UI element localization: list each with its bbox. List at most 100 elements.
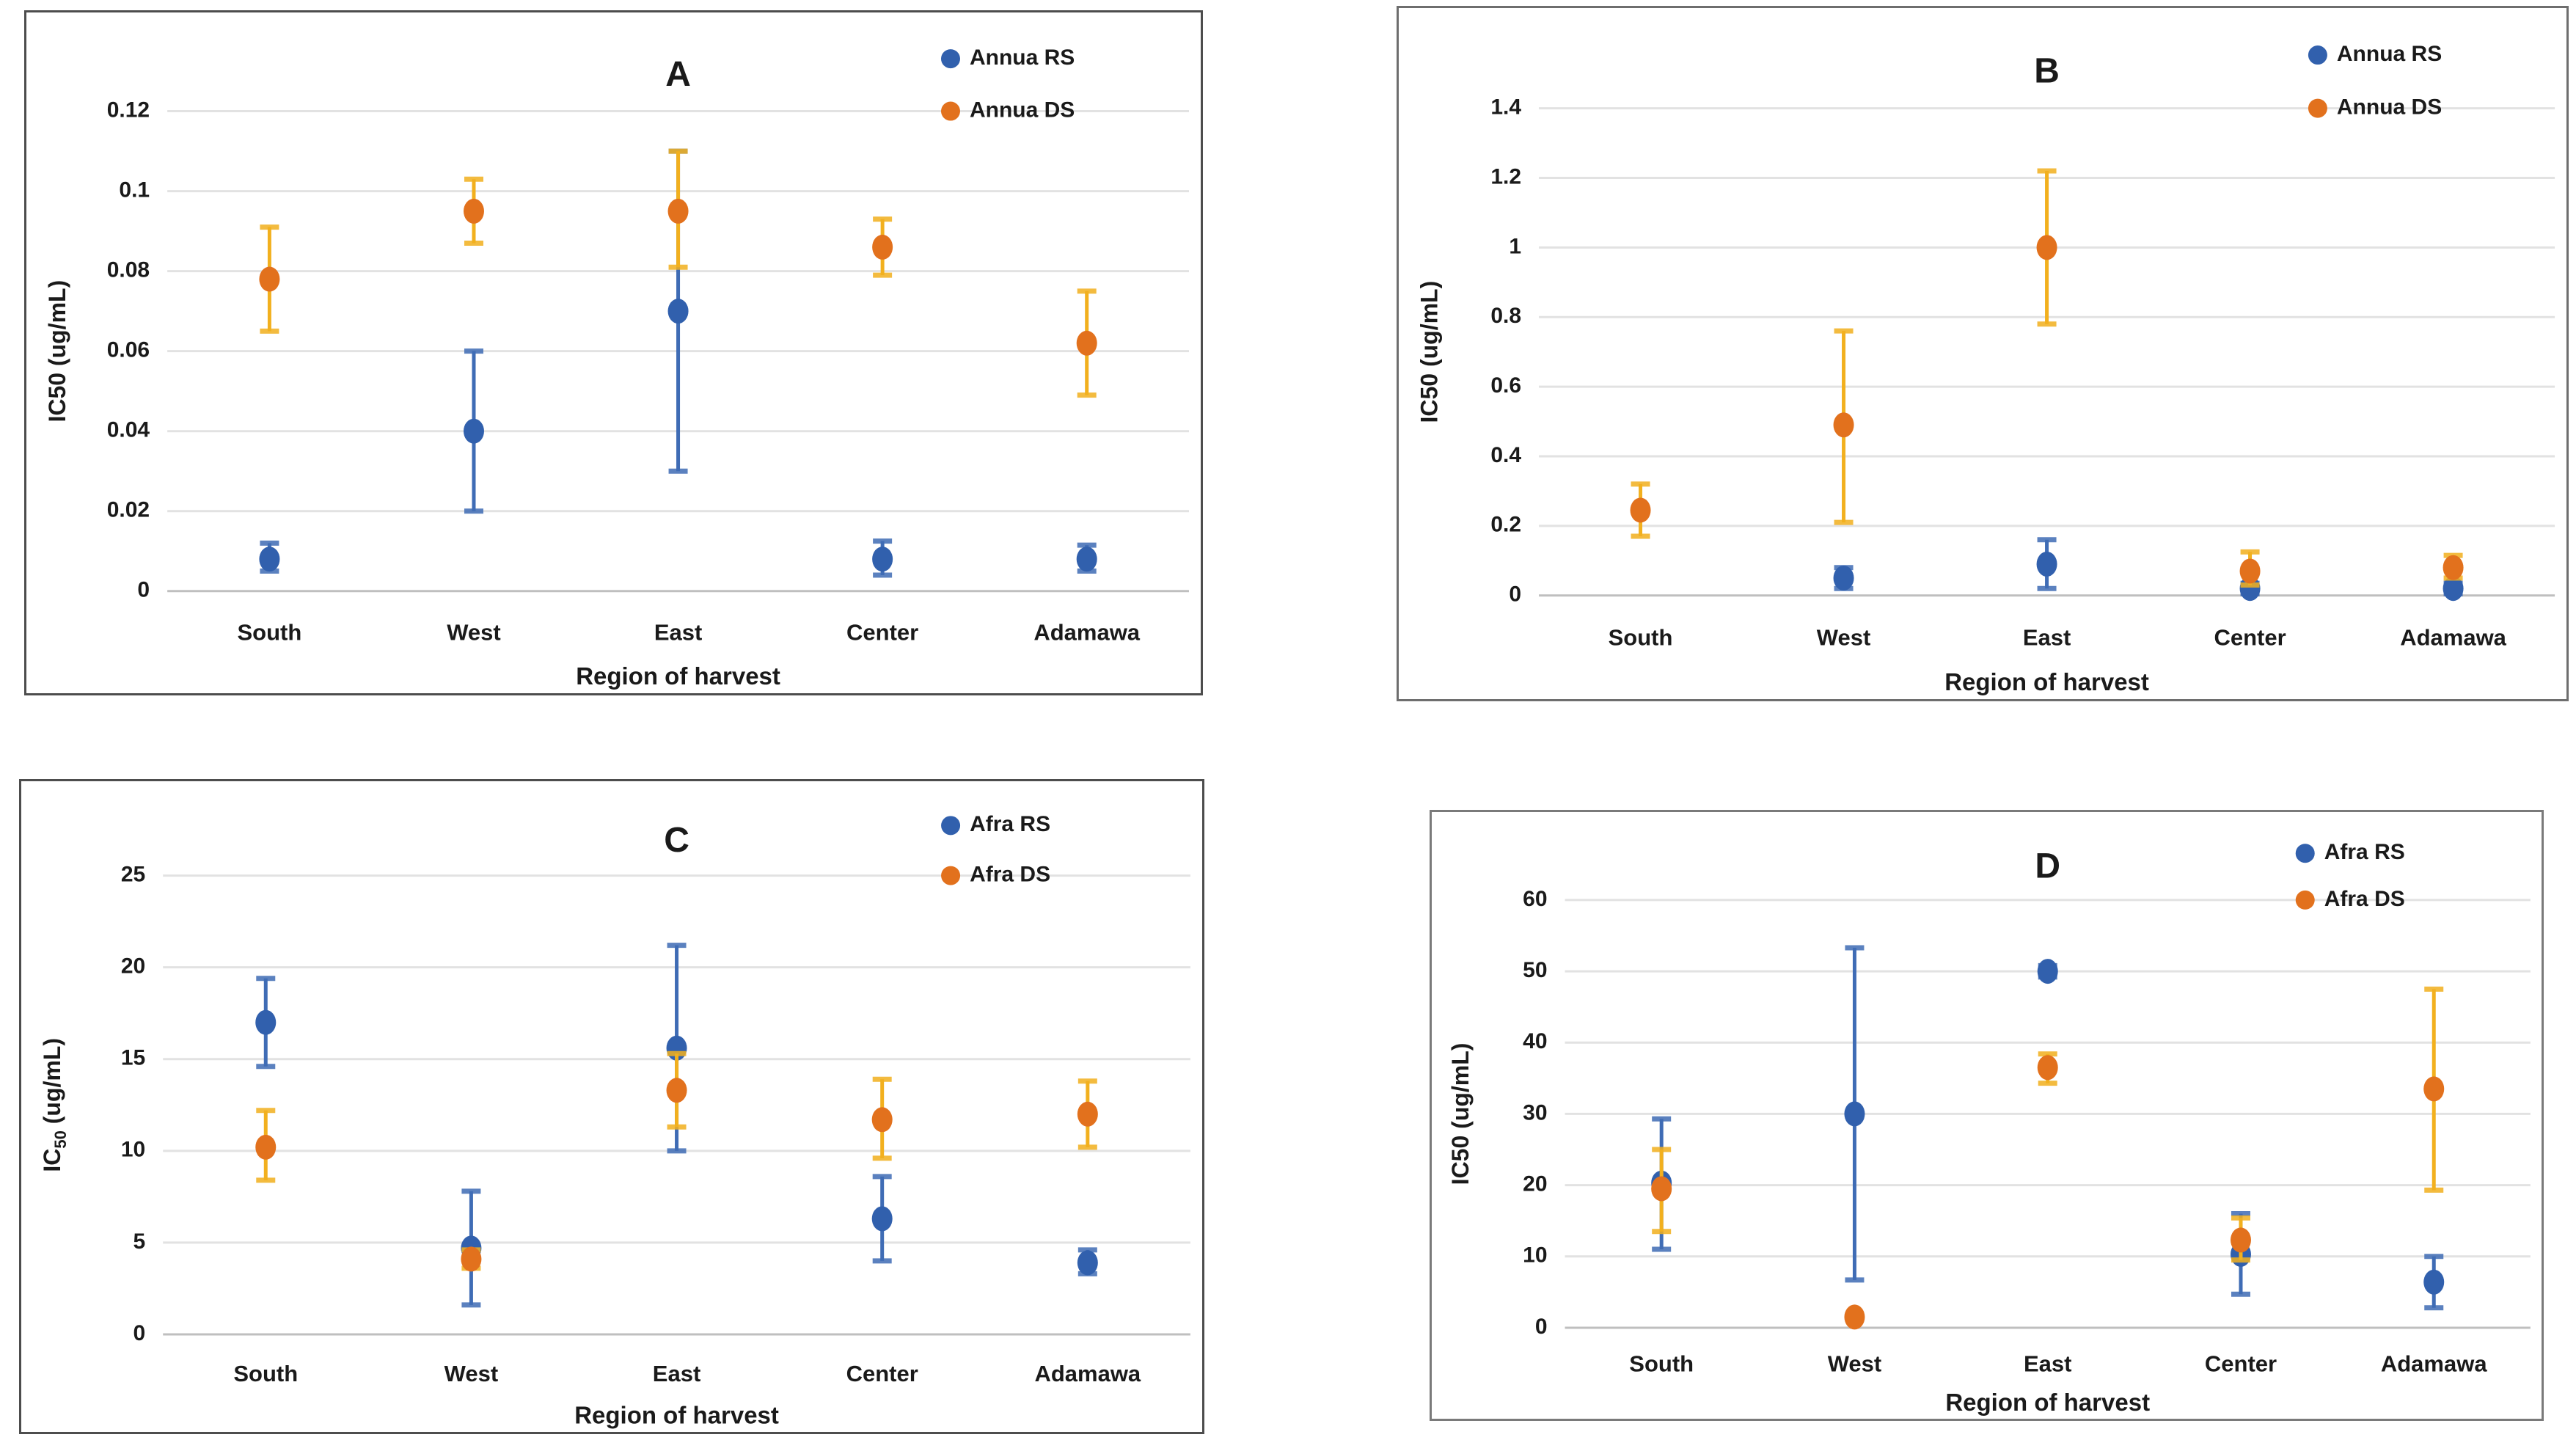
y-tick-label: 20: [1523, 1172, 1547, 1196]
x-tick-label: Center: [2214, 625, 2286, 651]
data-point: [2443, 555, 2464, 580]
chart-c-svg: 0 5 10 15 20 25 South West East Center Adamawa Regi…: [39, 812, 1190, 1428]
data-point: [255, 1134, 277, 1160]
y-tick-label: 0.1: [119, 178, 150, 202]
data-point: [1076, 330, 1097, 356]
data-point: [2423, 1269, 2445, 1295]
data-point: [259, 547, 280, 572]
legend-label: Annua RS: [970, 45, 1075, 70]
data-point: [1833, 565, 1854, 591]
x-tick-label: East: [653, 1361, 700, 1386]
data-point: [1076, 547, 1097, 572]
y-tick-label: 1: [1509, 234, 1521, 258]
panel-title: A: [665, 55, 691, 94]
x-tick-label: East: [2024, 1351, 2071, 1376]
y-tick-label: 0.04: [107, 418, 150, 442]
data-point: [666, 1078, 687, 1103]
x-tick-label: Center: [846, 1361, 918, 1386]
y-tick-label: 0.4: [1490, 443, 1521, 467]
legend-label: Afra DS: [970, 863, 1050, 887]
legend-label: Annua DS: [970, 98, 1075, 122]
data-point: [2239, 558, 2261, 584]
legend-marker-icon: [940, 101, 960, 121]
y-tick-label: 0: [1535, 1315, 1548, 1339]
data-point: [871, 1206, 893, 1232]
y-tick-label: 0.6: [1490, 373, 1521, 398]
legend-label: Afra RS: [970, 812, 1050, 836]
chart-b-svg: 0 0.2 0.4 0.6 0.8 1 1.2 1.4 South West East Center A…: [1416, 42, 2555, 695]
y-tick-label: 5: [133, 1229, 146, 1254]
data-point: [2239, 576, 2261, 602]
x-axis-title: Region of harvest: [576, 662, 780, 690]
y-axis-title: IC50 (ug/mL): [1416, 281, 1443, 423]
y-tick-label: 15: [121, 1046, 145, 1070]
y-tick-label: 0: [137, 578, 150, 602]
y-axis-title: IC50 (ug/mL): [44, 280, 70, 423]
data-point: [667, 198, 689, 224]
data-point: [463, 418, 484, 444]
chart-panel-b: 0 0.2 0.4 0.6 0.8 1 1.2 1.4 South West East Center A…: [1397, 6, 2569, 701]
y-tick-label: 0.8: [1490, 304, 1521, 328]
y-tick-label: 0: [133, 1321, 146, 1345]
x-axis-title: Region of harvest: [1945, 1389, 2150, 1416]
x-tick-label: South: [1629, 1351, 1694, 1376]
x-tick-label: Center: [2205, 1351, 2277, 1376]
x-tick-label: Adamawa: [1033, 620, 1140, 646]
data-point: [461, 1246, 482, 1272]
x-axis-title: Region of harvest: [1944, 668, 2149, 695]
data-point: [1077, 1250, 1098, 1276]
y-tick-label: 30: [1523, 1100, 1547, 1125]
y-tick-label: 25: [121, 863, 145, 887]
panel-title: B: [2034, 52, 2060, 91]
y-tick-label: 60: [1523, 887, 1547, 911]
x-tick-label: West: [447, 620, 501, 646]
legend-marker-icon: [941, 866, 961, 885]
legend-marker-icon: [941, 816, 961, 836]
chart-d-svg: 0 10 20 30 40 50 60 South West East Center Adamawa R…: [1447, 840, 2531, 1416]
y-tick-label: 0.06: [107, 338, 150, 362]
y-tick-label: 1.2: [1490, 164, 1521, 189]
x-tick-label: West: [1828, 1351, 1882, 1376]
chart-panel-a: 0 0.02 0.04 0.06 0.08 0.1 0.12 South West East Cen…: [24, 10, 1203, 695]
legend-marker-icon: [2295, 890, 2315, 910]
data-point: [2443, 576, 2464, 602]
data-point: [2230, 1227, 2251, 1253]
legend-marker-icon: [2308, 98, 2327, 118]
data-point: [872, 234, 893, 260]
chart-panel-c: 0 5 10 15 20 25 South West East Center Adamawa Regi…: [19, 779, 1204, 1434]
data-point: [871, 1107, 893, 1133]
data-point: [1077, 1101, 1098, 1127]
y-tick-label: 10: [1523, 1243, 1547, 1268]
data-point: [1630, 497, 1651, 523]
x-tick-label: South: [238, 620, 302, 646]
data-point: [1844, 1101, 1865, 1127]
data-point: [667, 299, 689, 324]
data-point: [463, 198, 484, 224]
y-tick-label: 0.02: [107, 498, 150, 522]
data-point: [872, 547, 893, 572]
data-point: [1844, 1304, 1865, 1330]
x-tick-label: East: [654, 620, 702, 646]
x-tick-label: South: [1609, 625, 1673, 651]
data-point: [2037, 959, 2058, 984]
data-point: [2036, 235, 2057, 260]
x-tick-label: Adamawa: [1034, 1361, 1141, 1386]
x-tick-label: Adamawa: [2400, 625, 2506, 651]
x-tick-label: Adamawa: [2381, 1351, 2487, 1376]
legend-label: Afra RS: [2324, 840, 2405, 864]
data-point: [2037, 1055, 2058, 1081]
y-tick-label: 0.2: [1490, 513, 1521, 537]
y-tick-label: 10: [121, 1138, 145, 1162]
chart-panel-d: 0 10 20 30 40 50 60 South West East Center Adamawa R…: [1430, 810, 2544, 1421]
y-tick-label: 0: [1509, 582, 1521, 607]
x-tick-label: West: [1817, 625, 1871, 651]
data-point: [259, 266, 280, 292]
data-point: [2036, 552, 2057, 577]
x-tick-label: West: [444, 1361, 499, 1386]
y-tick-label: 20: [121, 954, 145, 979]
data-point: [255, 1009, 277, 1035]
x-axis-title: Region of harvest: [574, 1401, 779, 1428]
y-tick-label: 0.08: [107, 258, 150, 282]
y-tick-label: 50: [1523, 958, 1547, 982]
